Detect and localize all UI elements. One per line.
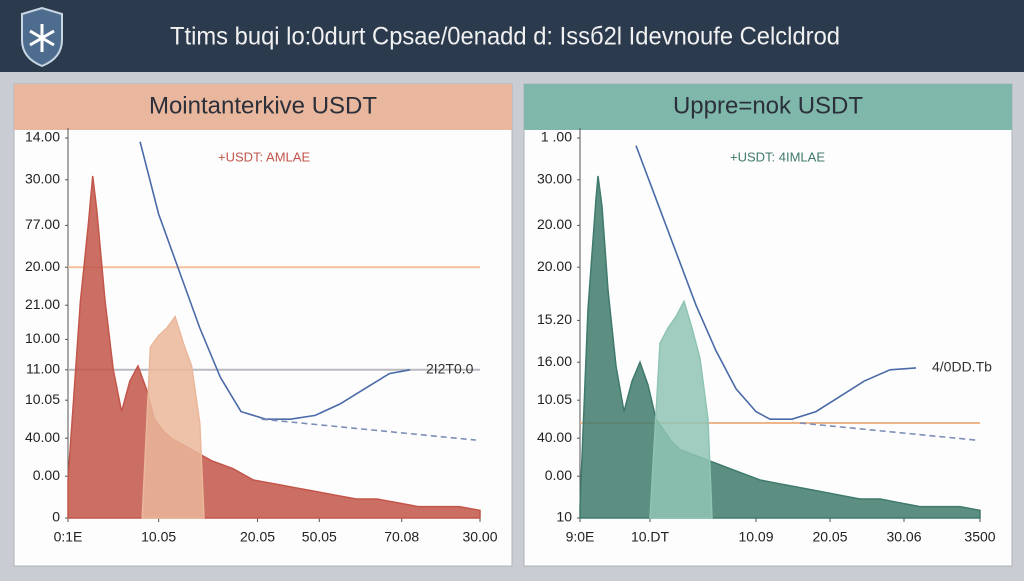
header-bar — [0, 0, 1024, 72]
x-tick-label: 20.05 — [812, 529, 847, 545]
y-tick-label: 21.00 — [25, 296, 60, 312]
area — [649, 299, 713, 519]
dashed-line — [261, 418, 476, 441]
area — [67, 175, 481, 519]
panel-title: Mointanterkive USDT — [149, 92, 377, 119]
x-tick-label: 30.06 — [886, 529, 921, 545]
panel-header — [524, 84, 1012, 130]
y-tick-label: 10.00 — [25, 330, 60, 346]
y-tick-label: 40.00 — [25, 429, 60, 445]
y-tick-label: 20.00 — [537, 216, 572, 232]
y-tick-label: 10.05 — [25, 391, 60, 407]
x-tick-label: 10.05 — [141, 529, 176, 545]
area — [141, 314, 205, 519]
y-tick-label: 77.00 — [25, 216, 60, 232]
y-tick-label: 10.05 — [537, 391, 572, 407]
x-tick-label: 20.05 — [240, 529, 275, 545]
y-tick-label: 16.00 — [537, 353, 572, 369]
x-tick-label: 30.00 — [462, 529, 497, 545]
y-tick-label: 40.00 — [537, 429, 572, 445]
annotation: +USDT: AMLAE — [218, 149, 310, 164]
x-tick-label: 3500 — [964, 529, 995, 545]
y-tick-label: 30.00 — [537, 171, 572, 187]
annotation: +USDT: 4IMLAE — [730, 149, 825, 164]
line — [635, 145, 917, 420]
y-tick-label: 0.00 — [545, 467, 572, 483]
x-tick-label: 50.05 — [302, 529, 337, 545]
y-tick-label: 15.20 — [537, 311, 572, 327]
panel-title: Uppre=nok USDT — [673, 92, 863, 119]
y-tick-label: 1 .00 — [541, 129, 572, 145]
y-tick-label: 0 — [52, 509, 60, 525]
y-tick-label: 11.00 — [26, 361, 60, 377]
y-tick-label: 0.00 — [33, 467, 60, 483]
y-tick-label: 10 — [556, 509, 572, 525]
end-label: 2I2T0.0 — [426, 361, 474, 377]
x-tick-label: 70.08 — [384, 529, 419, 545]
y-tick-label: 20.00 — [25, 258, 60, 274]
shield-icon — [21, 6, 63, 68]
page-title: Ttims buqi lo:0durt Cpsae/0enadd d: Issб… — [170, 23, 840, 51]
x-tick-label: 0:1E — [54, 529, 83, 545]
y-tick-label: 14.00 — [25, 129, 60, 145]
x-tick-label: 10.09 — [738, 529, 773, 545]
area — [579, 175, 981, 519]
y-tick-label: 20.00 — [537, 258, 572, 274]
x-tick-label: 9:0E — [566, 529, 595, 545]
end-label: 4/0DD.Tb — [932, 359, 992, 375]
x-tick-label: 10.DT — [631, 529, 670, 545]
y-tick-label: 30.00 — [25, 171, 60, 187]
panel-header — [14, 84, 512, 130]
